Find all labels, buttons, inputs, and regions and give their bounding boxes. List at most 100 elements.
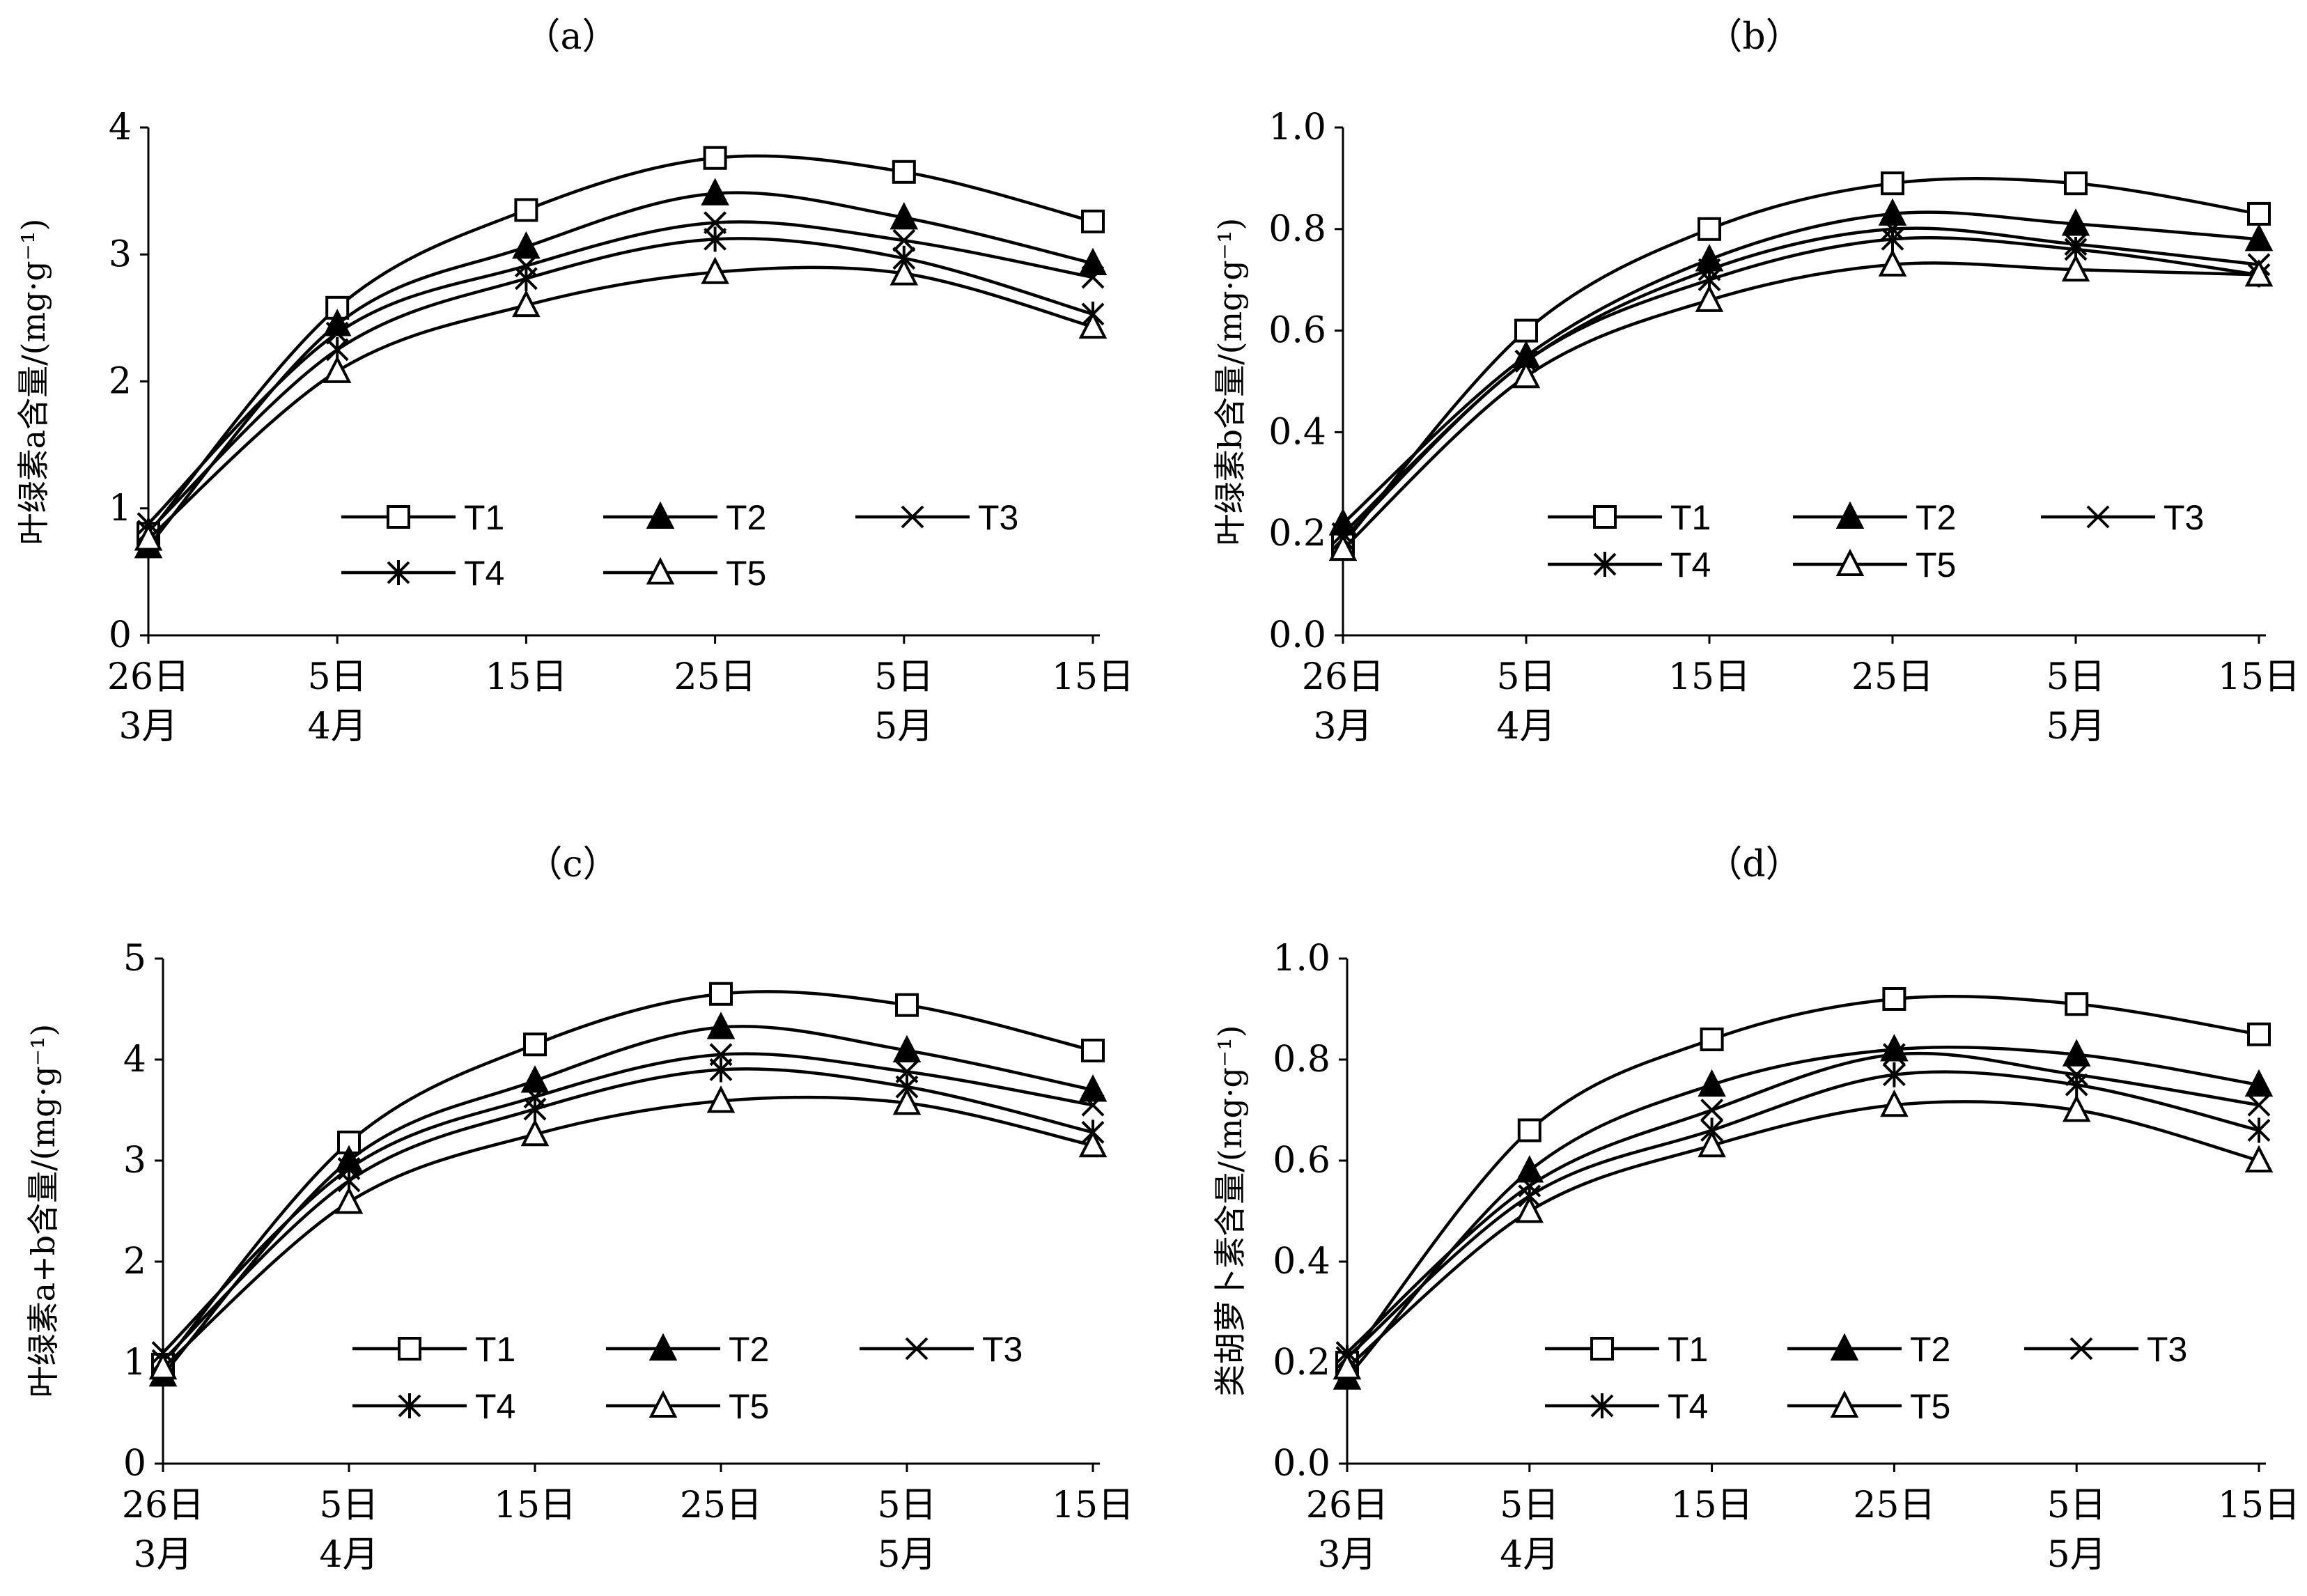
data-point [704, 211, 727, 235]
data-point [1882, 1043, 1906, 1067]
data-point [2247, 1117, 2271, 1143]
data-point [709, 1057, 733, 1083]
series-T3 [1331, 217, 2271, 545]
data-point [1081, 1093, 1105, 1117]
y-tick-label: 0.8 [1268, 208, 1326, 250]
data-point [1700, 1099, 1724, 1122]
legend: T1 T2 T3 T4 T5 [1545, 1330, 2187, 1426]
legend-label: T3 [2164, 498, 2204, 537]
data-point [709, 982, 733, 1006]
x-tick-label: 5日 [319, 1485, 378, 1526]
data-point [2247, 1022, 2271, 1046]
legend-label: T5 [726, 554, 766, 593]
legend-marker [387, 505, 410, 529]
data-point [2065, 1072, 2088, 1098]
chart-panel-0: （a） 0 1 2 3 4 26日 3月 5日 4月 15日 25日 5日 5月 15日 叶绿素a含量/(mg… [15, 16, 1134, 747]
y-tick-label: 0.4 [1268, 411, 1326, 453]
x-tick-label: 15日 [2218, 1485, 2300, 1526]
series-T3 [137, 211, 1105, 536]
x-tick-label: 5日 [874, 656, 933, 698]
y-tick-label: 2 [123, 1241, 146, 1283]
data-point [1081, 209, 1105, 233]
data-point [1333, 1351, 1362, 1380]
legend-marker [1593, 505, 1617, 529]
legend-item-T2: T2 [606, 1330, 769, 1369]
data-point [512, 289, 541, 318]
data-point [1698, 1129, 1726, 1158]
data-point [892, 160, 916, 184]
data-point [2061, 208, 2090, 236]
legend-marker [1830, 1390, 1859, 1418]
data-point [2247, 201, 2271, 226]
y-tick-label: 0.8 [1273, 1039, 1330, 1080]
x-tick-label: 26日 [122, 1485, 204, 1526]
series-line [147, 220, 1094, 525]
legend-marker [387, 560, 410, 585]
y-tick-label: 0.2 [1273, 1342, 1330, 1384]
legend-marker [2086, 505, 2110, 529]
series-line [1346, 1046, 2260, 1379]
x-tick-label: 5日 [2047, 1485, 2106, 1526]
series-line [162, 990, 1094, 1366]
chart-title: （b） [1706, 16, 1801, 58]
legend-label: T3 [978, 498, 1018, 537]
legend-item-T5: T5 [1787, 1387, 1950, 1426]
y-tick-label: 2 [109, 361, 132, 403]
data-point [1700, 1028, 1724, 1051]
y-tick-label: 1 [109, 488, 132, 529]
data-point [514, 198, 538, 222]
legend-item-T1: T1 [341, 498, 504, 537]
legend-item-T4: T4 [352, 1387, 515, 1426]
y-tick-label: 0.4 [1273, 1241, 1330, 1283]
data-point [2244, 1069, 2274, 1097]
chart-panel-3: （d） 0.0 0.2 0.4 0.6 0.8 1.0 26日 3月 5日 4月 15日 25日 5日 5月… [1211, 844, 2300, 1576]
data-point [706, 1085, 736, 1113]
data-point [1078, 247, 1108, 276]
legend-label: T5 [1916, 545, 1956, 584]
x-tick-label: 25日 [674, 656, 756, 698]
chart-title: （a） [524, 16, 618, 58]
x-month-label: 4月 [308, 706, 367, 747]
data-point [1078, 311, 1108, 339]
data-point [706, 1012, 736, 1039]
data-point [1514, 318, 1538, 343]
data-point [1882, 987, 1906, 1011]
legend: T1 T2 T3 T4 T5 [341, 498, 1018, 593]
series-line [147, 237, 1094, 533]
legend-marker [1835, 548, 1865, 576]
data-point [1698, 217, 1721, 241]
x-tick-label: 5日 [308, 656, 367, 698]
legend-marker [648, 1333, 678, 1361]
x-tick-label: 15日 [1052, 1485, 1134, 1526]
data-point [1081, 1038, 1105, 1062]
legend-item-T3: T3 [2024, 1330, 2187, 1369]
y-tick-label: 3 [109, 233, 132, 275]
data-point [892, 1087, 922, 1115]
x-tick-label: 5日 [2046, 656, 2105, 698]
y-axis-label: 叶绿素a含量/(mg·g⁻¹) [15, 219, 52, 545]
data-point [890, 202, 919, 230]
data-point [1882, 1062, 1906, 1087]
data-point [148, 1351, 178, 1380]
series-line [1342, 236, 2260, 541]
series-T5 [1333, 1089, 2274, 1380]
data-point [1878, 249, 1907, 277]
x-tick-label: 25日 [1853, 1485, 1935, 1526]
x-month-label: 5月 [874, 706, 933, 747]
series-line [1342, 177, 2260, 545]
data-point [892, 1035, 922, 1062]
y-tick-label: 0 [109, 614, 132, 656]
x-tick-label: 15日 [1668, 656, 1750, 698]
legend-marker [905, 1337, 929, 1361]
legend-item-T2: T2 [603, 498, 766, 537]
x-tick-label: 26日 [1302, 656, 1384, 698]
series-T5 [148, 1085, 1108, 1380]
legend-marker [2069, 1337, 2093, 1361]
legend-marker [646, 501, 675, 529]
legend-marker [1835, 501, 1865, 529]
series-T2 [134, 178, 1108, 559]
legend-item-T4: T4 [341, 554, 504, 593]
x-month-label: 3月 [133, 1534, 192, 1576]
legend-label: T3 [982, 1330, 1023, 1369]
